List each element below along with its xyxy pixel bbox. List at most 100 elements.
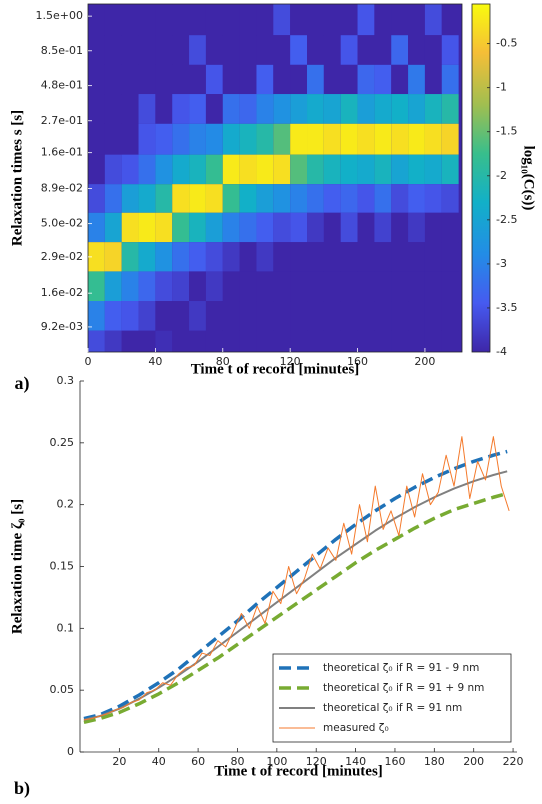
heatmap-cell [290,64,308,95]
heatmap-cell [256,154,274,185]
heatmap-cell [357,242,375,272]
heatmap-cell [256,301,274,331]
heatmap-cell [374,35,392,65]
heatmap-cell [374,64,392,95]
heatmap-cell [239,154,257,185]
legend-label: theoretical ζ₀ if R = 91 nm [323,702,462,714]
heatmap-cell [357,184,375,213]
heatmap-cell [239,94,257,124]
series-line [83,449,508,721]
heatmap-cell [391,212,409,243]
heatmap-cell [357,94,375,124]
heatmap-cell [323,212,341,243]
heatmap-cell [424,94,442,124]
heatmap-cell [340,184,358,213]
heatmap-cell [155,64,173,95]
heatmap-cell [441,35,459,65]
heatmap-cell [138,212,156,243]
heatmap-cell [88,330,105,352]
panel-label: b) [14,778,30,799]
heatmap-cell [374,301,392,331]
heatmap-cell [273,271,291,302]
colorbar-tick-label: -3 [496,257,507,270]
heatmap-cell [239,123,257,155]
heatmap-cell [121,154,139,185]
heatmap-cell [88,271,105,302]
heatmap-cell [408,154,425,185]
heatmap-cell [290,242,308,272]
y-tick-label: 2.9e-02 [41,250,83,263]
plot-frame [87,3,463,353]
heatmap-cell [155,35,173,65]
colorbar-tick-label: -1.5 [496,125,517,138]
heatmap-cell [374,184,392,213]
y-tick-label: 4.8e-01 [41,79,83,92]
heatmap-cell [256,330,274,352]
heatmap-cell [273,35,291,65]
heatmap-cell [205,154,223,185]
heatmap-cell [222,242,240,272]
heatmap-cell [424,330,442,352]
heatmap-cell [256,4,274,36]
heatmap-cell [441,212,459,243]
heatmap-cell [155,301,173,331]
x-axis-label: Time t of record [minutes] [191,361,360,377]
heatmap-cell [138,301,156,331]
heatmap-cell [205,123,223,155]
heatmap-cell [256,271,274,302]
heatmap-cell [88,64,105,95]
heatmap-cell [391,154,409,185]
heatmap-cell [408,301,425,331]
y-tick-label: 0.2 [57,498,75,511]
heatmap-cell [391,242,409,272]
x-tick-label: 140 [345,755,366,768]
heatmap-cell [88,94,105,124]
heatmap-cell [323,94,341,124]
heatmap-cell [205,301,223,331]
heatmap-cell [121,94,139,124]
heatmap-cell [357,154,375,185]
y-tick-label: 5.0e-02 [41,217,83,230]
heatmap-cell [189,94,206,124]
heatmap-cell [408,212,425,243]
y-tick-label: 1.6e-01 [41,146,83,159]
heatmap-cell [222,64,240,95]
heatmap-cell [205,4,223,36]
colorbar-tick-label: -3.5 [496,301,517,314]
heatmap-cell [222,154,240,185]
heatmap-cell [424,212,442,243]
heatmap-cell [222,184,240,213]
heatmap-cell [172,64,190,95]
heatmap-cell [155,271,173,302]
heatmap-cell [340,301,358,331]
heatmap-cell [205,94,223,124]
x-tick-label: 100 [266,755,287,768]
heatmap-cell [104,330,122,352]
heatmap-cell [121,64,139,95]
heatmap-cell [441,242,459,272]
heatmap-cell [340,64,358,95]
heatmap-cell [222,94,240,124]
heatmap-cell [88,154,105,185]
heatmap-cell [104,271,122,302]
heatmap-cell [189,330,206,352]
y-tick-label: 0.3 [57,374,75,387]
heatmap-cell [307,94,324,124]
heatmap-cell [408,330,425,352]
heatmap-cell [441,4,459,36]
y-tick-label: 1.6e-02 [41,286,83,299]
heatmap-cell [172,4,190,36]
heatmap-cell [239,4,257,36]
heatmap-cell [273,94,291,124]
heatmap-cell [104,184,122,213]
heatmap-cell [408,271,425,302]
heatmap-cell [155,242,173,272]
heatmap-cell [104,212,122,243]
heatmap-cell [121,123,139,155]
heatmap-cell [138,154,156,185]
heatmap-cell [307,64,324,95]
heatmap-cell [256,64,274,95]
heatmap-cell [441,271,459,302]
heatmap-cell [273,212,291,243]
heatmap-cell [374,4,392,36]
